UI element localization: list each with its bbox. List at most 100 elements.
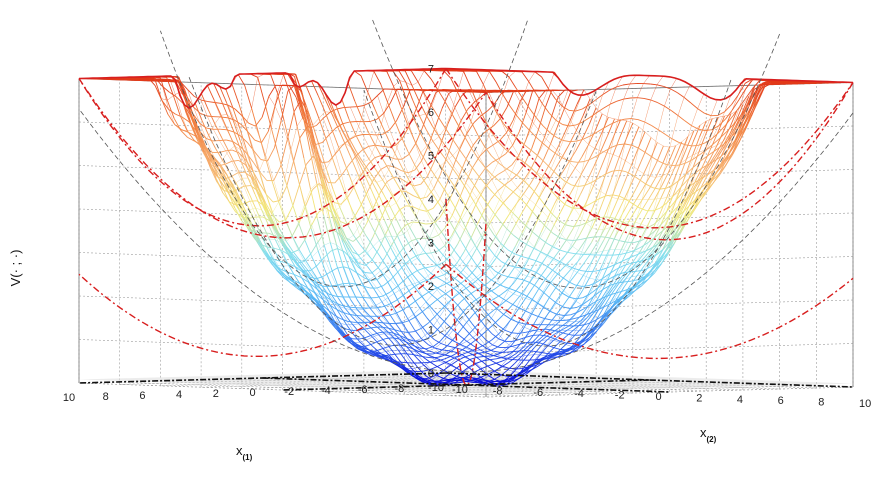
surface-line bbox=[251, 230, 259, 242]
surface-line bbox=[265, 250, 273, 262]
surface-line bbox=[453, 147, 461, 167]
surface-line bbox=[226, 102, 234, 121]
surface-line bbox=[221, 186, 230, 202]
surface-line bbox=[461, 354, 470, 360]
surface-line bbox=[667, 201, 675, 211]
surface-line bbox=[602, 273, 610, 279]
surface-line bbox=[193, 107, 201, 124]
surface-line bbox=[349, 134, 356, 140]
surface-line bbox=[632, 174, 640, 180]
surface-line bbox=[561, 89, 569, 107]
surface-line bbox=[318, 271, 326, 285]
surface-line bbox=[556, 290, 564, 301]
surface-line bbox=[508, 367, 515, 370]
surface-line bbox=[390, 221, 399, 237]
surface-line bbox=[598, 312, 607, 319]
surface-line bbox=[167, 95, 174, 101]
surface-line bbox=[431, 234, 439, 239]
surface-line bbox=[501, 365, 509, 369]
surface-line bbox=[178, 80, 186, 98]
surface-line bbox=[476, 272, 483, 278]
surface-line bbox=[458, 305, 466, 315]
surface-line bbox=[730, 140, 738, 152]
surface-line bbox=[207, 109, 216, 125]
surface-line bbox=[572, 235, 580, 247]
surface-line bbox=[299, 259, 307, 269]
surface-line bbox=[500, 289, 508, 296]
surface-line bbox=[317, 244, 325, 252]
surface-line bbox=[399, 335, 407, 340]
surface-line bbox=[548, 167, 557, 180]
surface-line bbox=[560, 329, 568, 336]
surface-line bbox=[507, 249, 515, 255]
surface-line bbox=[311, 212, 319, 226]
surface-line bbox=[415, 202, 423, 217]
surface-line bbox=[528, 342, 536, 350]
surface-line bbox=[635, 199, 643, 211]
surface-line bbox=[359, 341, 368, 349]
surface-line bbox=[612, 194, 620, 197]
surface-line bbox=[522, 293, 531, 299]
surface-line bbox=[727, 133, 735, 142]
surface-line bbox=[356, 155, 365, 168]
surface-line bbox=[489, 282, 497, 290]
surface-line bbox=[311, 100, 320, 119]
surface-line bbox=[408, 179, 416, 192]
surface-line bbox=[348, 118, 357, 135]
surface-line bbox=[318, 111, 326, 119]
surface-line bbox=[718, 124, 727, 133]
surface-line bbox=[610, 282, 618, 286]
surface-line bbox=[322, 189, 330, 204]
surface-line bbox=[399, 205, 407, 211]
surface-line bbox=[409, 270, 418, 276]
surface-line bbox=[384, 333, 391, 335]
surface-line bbox=[719, 131, 728, 139]
surface-line bbox=[320, 297, 328, 304]
surface-line bbox=[598, 173, 606, 179]
surface-line bbox=[623, 276, 632, 288]
surface-line bbox=[357, 160, 365, 175]
surface-line bbox=[655, 163, 664, 178]
surface-line bbox=[679, 158, 687, 178]
surface-line bbox=[583, 304, 592, 309]
surface-line bbox=[369, 171, 377, 183]
surface-line bbox=[370, 322, 379, 328]
surface-line bbox=[234, 108, 243, 116]
surface-line bbox=[483, 71, 490, 85]
surface-line bbox=[417, 253, 425, 256]
surface-line bbox=[508, 357, 516, 363]
surface-line bbox=[462, 253, 470, 262]
surface-line bbox=[287, 254, 296, 267]
surface-line bbox=[354, 101, 363, 118]
surface-line bbox=[359, 223, 368, 237]
surface-line bbox=[756, 87, 765, 101]
surface-line bbox=[516, 290, 524, 295]
surface-line bbox=[427, 187, 436, 198]
surface-line bbox=[228, 201, 237, 213]
surface-line bbox=[497, 162, 506, 169]
surface-line bbox=[700, 155, 708, 162]
surface-line bbox=[289, 251, 296, 262]
surface-line bbox=[340, 220, 348, 225]
surface-line bbox=[264, 253, 271, 262]
surface-line bbox=[496, 294, 504, 300]
surface-line bbox=[417, 70, 425, 83]
surface-line bbox=[410, 350, 417, 352]
surface-line bbox=[542, 163, 551, 176]
surface-line bbox=[614, 249, 622, 265]
surface-line bbox=[462, 261, 470, 271]
surface-line bbox=[503, 356, 510, 359]
surface-line bbox=[278, 232, 285, 248]
surface-line bbox=[475, 363, 483, 371]
surface-line bbox=[488, 264, 496, 272]
surface-line bbox=[655, 230, 663, 238]
surface-line bbox=[347, 82, 356, 102]
surface-line bbox=[293, 161, 300, 185]
surface-line bbox=[318, 118, 327, 139]
surface-line bbox=[206, 115, 214, 130]
surface-line bbox=[550, 149, 558, 156]
surface-line bbox=[233, 131, 241, 137]
surface-line bbox=[555, 287, 563, 294]
surface-line bbox=[266, 209, 274, 226]
surface-line bbox=[524, 181, 533, 190]
